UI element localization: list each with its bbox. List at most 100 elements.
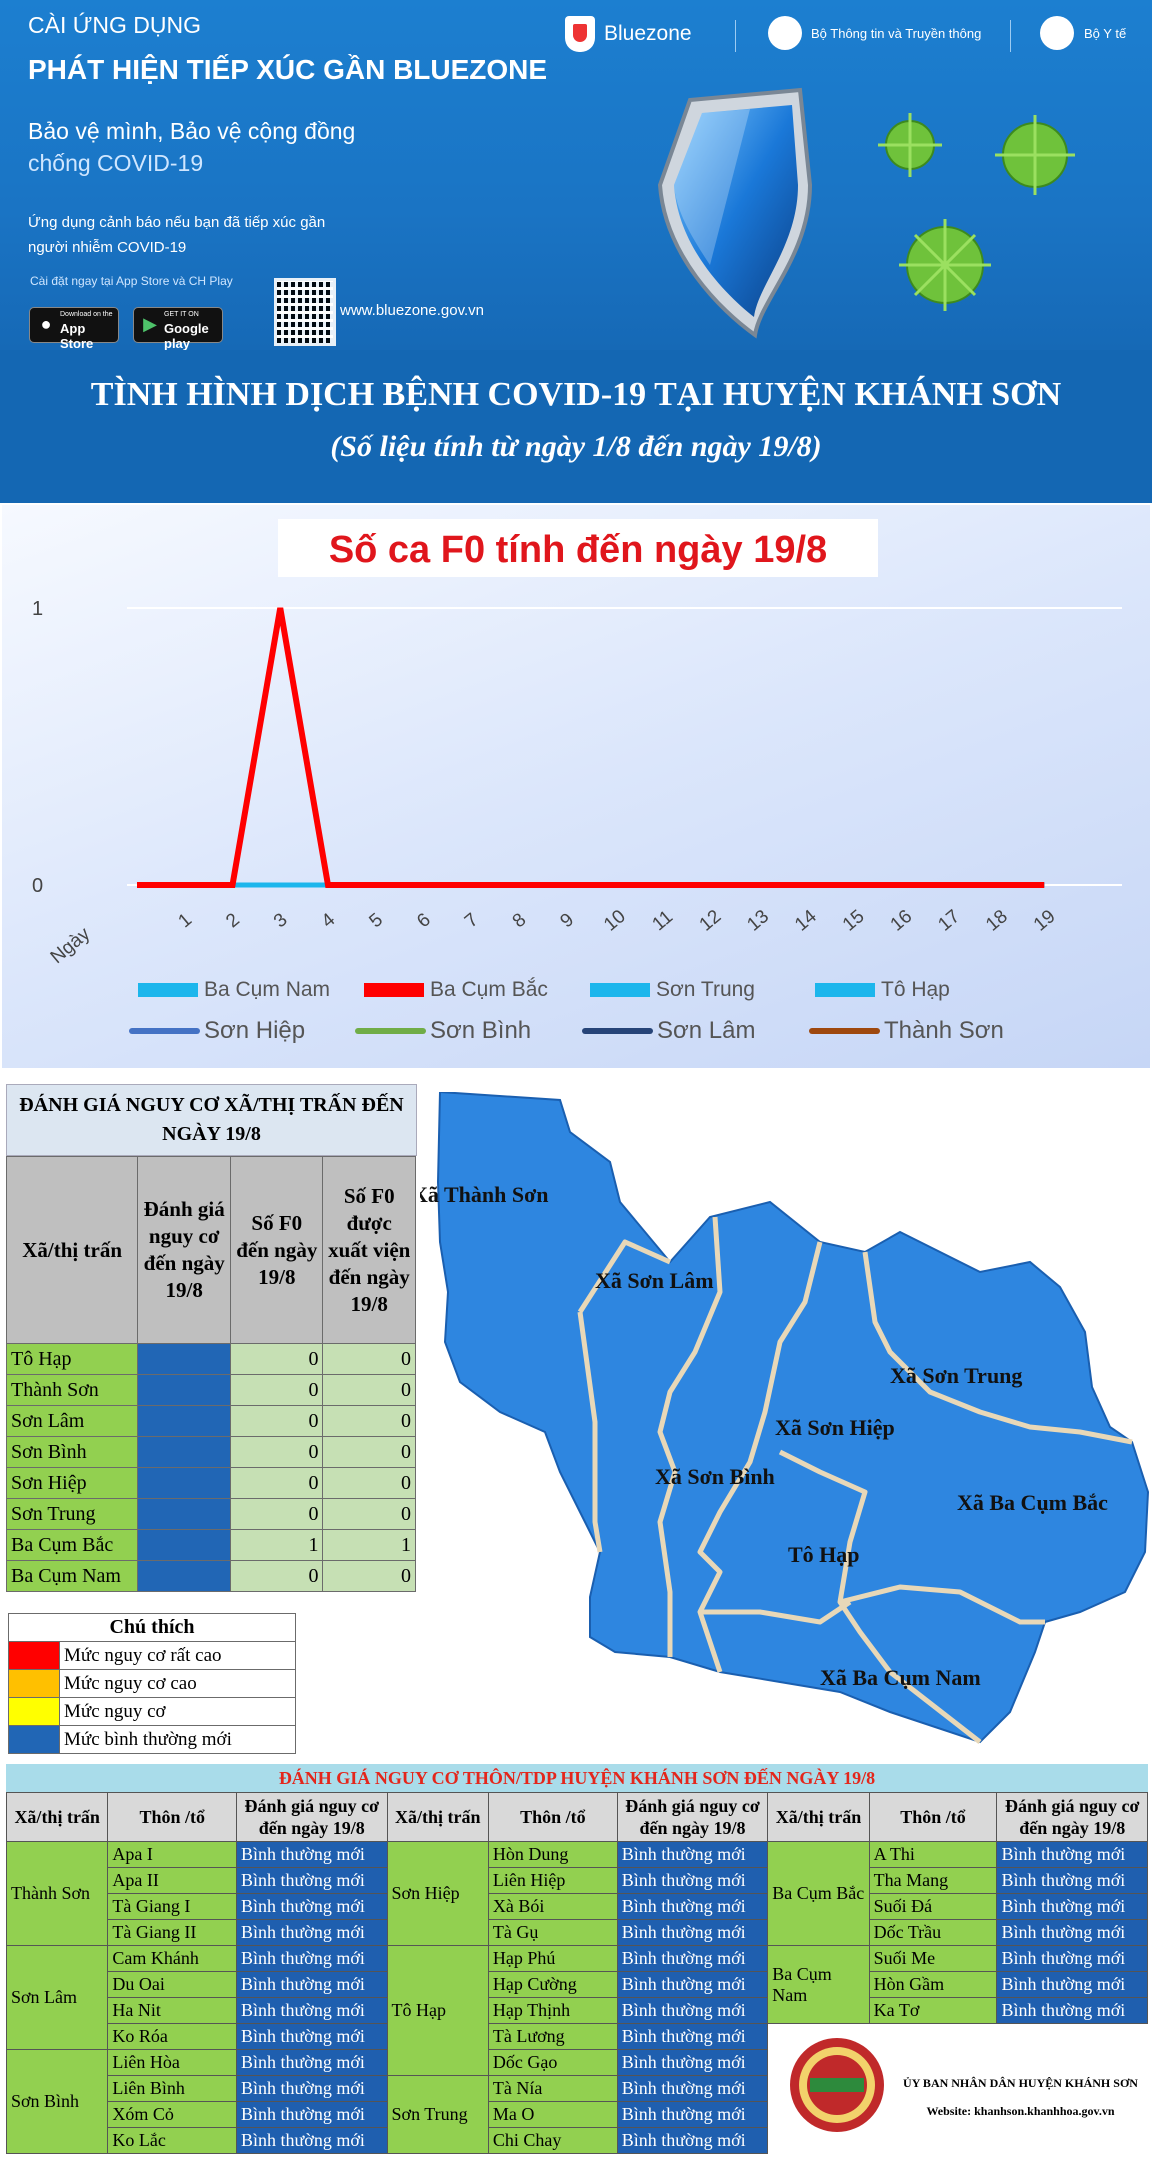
- legend-marker: [815, 983, 875, 997]
- risk-table-header-cell: Xã/thị trấn: [5, 1156, 139, 1344]
- x-tick-label: 10: [600, 906, 630, 936]
- risk-table-row: Tô Hạp 0 0: [5, 1343, 416, 1375]
- map-label-ba-cum-bac: Xã Ba Cụm Bắc: [957, 1490, 1108, 1515]
- village-commune-cell: Sơn Lâm: [5, 1945, 109, 2050]
- map-label-ba-cum-nam: Xã Ba Cụm Nam: [820, 1665, 981, 1690]
- x-tick-label: 7: [461, 909, 483, 932]
- village-commune-cell: Ba Cụm Nam: [767, 1945, 870, 2024]
- x-tick-label: 4: [318, 909, 340, 932]
- x-tick-label: 15: [839, 906, 869, 936]
- risk-commune-name: Tô Hạp: [5, 1343, 139, 1375]
- village-header-cell: Xã/thị trấn: [767, 1792, 870, 1842]
- village-row: Ha Nit Bình thường mới Hạp Thịnh Bình thườn…: [7, 1997, 1148, 2024]
- ministry-info-text: Bộ Thông tin và Truyền thông: [811, 26, 982, 41]
- village-status-cell: Bình thường mới: [996, 1919, 1148, 1946]
- risk-discharged-cell: 0: [322, 1374, 416, 1406]
- village-status-cell: Bình thường mới: [616, 2049, 769, 2076]
- x-tick-label: 9: [556, 909, 578, 932]
- legend-label: Mức bình thường mới: [59, 1725, 296, 1754]
- chart-title-box: [278, 519, 878, 577]
- risk-discharged-cell: 1: [322, 1529, 416, 1561]
- legend-swatch: [8, 1669, 60, 1698]
- district-map: Xã Thành Sơn Xã Sơn Lâm Xã Sơn Trung Xã …: [420, 1092, 1150, 1744]
- map-label-son-binh: Xã Sơn Bình: [655, 1464, 775, 1489]
- village-name-cell: Ko Róa: [107, 2023, 238, 2050]
- village-name-cell: Xà Bói: [487, 1893, 618, 1920]
- village-table-title: ĐÁNH GIÁ NGUY CƠ THÔN/TDP HUYỆN KHÁNH SƠ…: [6, 1764, 1148, 1792]
- village-status-cell: Bình thường mới: [236, 1945, 388, 1972]
- village-status-cell: Bình thường mới: [616, 1971, 769, 1998]
- risk-f0-cell: 1: [230, 1529, 324, 1561]
- x-tick-label: 13: [743, 906, 773, 936]
- legend-entry: Thành Sơn: [884, 1017, 1004, 1044]
- risk-level-cell: [137, 1467, 232, 1499]
- village-status-cell: Bình thường mới: [236, 1893, 388, 1920]
- x-tick-label: 11: [648, 906, 677, 935]
- map-label-son-lam: Xã Sơn Lâm: [595, 1268, 714, 1293]
- risk-f0-cell: 0: [230, 1498, 324, 1530]
- googleplay-badge[interactable]: ▶ GET IT ON Google play: [133, 307, 223, 350]
- village-status-cell: Bình thường mới: [996, 1997, 1148, 2024]
- footer-website[interactable]: Website: khanhson.khanhhoa.gov.vn: [926, 2104, 1115, 2118]
- chart-title: Số ca F0 tính đến ngày 19/8: [329, 529, 827, 571]
- series-line-1: [137, 607, 1045, 888]
- village-name-cell: Du Oai: [107, 1971, 238, 1998]
- legend-swatch: [8, 1725, 60, 1754]
- risk-commune-name: Ba Cụm Bắc: [5, 1529, 139, 1561]
- virus-spikes-icon: [878, 113, 1075, 311]
- risk-f0-cell: 0: [230, 1467, 324, 1499]
- banner-url[interactable]: www.bluezone.gov.vn: [340, 302, 484, 319]
- bluezone-logo-icon: [565, 16, 595, 52]
- village-commune-cell: Sơn Hiệp: [386, 1841, 489, 1946]
- legend-label: Mức nguy cơ: [59, 1697, 296, 1726]
- legend-item: Mức bình thường mới: [8, 1725, 296, 1754]
- village-name-cell: Liên Hiệp: [487, 1867, 618, 1894]
- banner-slogan2: chống COVID-19: [28, 150, 204, 176]
- banner-line1: CÀI ỨNG DỤNG: [28, 12, 201, 38]
- village-status-cell: Bình thường mới: [616, 2127, 769, 2154]
- village-status-cell: Bình thường mới: [996, 1867, 1148, 1894]
- village-name-cell: Tà Giang I: [107, 1893, 238, 1920]
- village-row: Ko Lắc Bình thường mới Chi Chay Bình thường…: [7, 2127, 1148, 2154]
- risk-commune-name: Sơn Lâm: [5, 1405, 139, 1437]
- village-status-cell: Bình thường mới: [236, 1919, 388, 1946]
- village-status-cell: Bình thường mới: [616, 2023, 769, 2050]
- village-status-cell: Bình thường mới: [996, 1971, 1148, 1998]
- risk-table-row: Sơn Hiệp 0 0: [5, 1467, 416, 1499]
- y-tick-label: 0: [32, 875, 43, 897]
- legend-item: Mức nguy cơ rất cao: [8, 1641, 296, 1670]
- legend-entry: Ba Cụm Bắc: [430, 978, 548, 1001]
- risk-table-header-cell: Số F0 đến ngày 19/8: [230, 1156, 324, 1344]
- village-header-cell: Xã/thị trấn: [386, 1792, 489, 1842]
- risk-discharged-cell: 0: [322, 1560, 416, 1592]
- x-tick-label: 3: [270, 909, 292, 932]
- risk-table-header-cell: Đánh giá nguy cơ đến ngày 19/8: [137, 1156, 232, 1344]
- village-status-cell: Bình thường mới: [616, 1919, 769, 1946]
- legend-entry: Sơn Lâm: [657, 1017, 755, 1044]
- x-axis-label: Ngày: [47, 923, 95, 968]
- legend-entry: Tô Hạp: [881, 978, 950, 1001]
- risk-level-cell: [137, 1498, 232, 1530]
- risk-commune-name: Sơn Hiệp: [5, 1467, 139, 1499]
- village-status-cell: Bình thường mới: [236, 1997, 388, 2024]
- village-header-row: Xã/thị trấn Thôn /tổ Đánh giá nguy cơ đến …: [5, 1792, 1148, 1842]
- risk-commune-name: Ba Cụm Nam: [5, 1560, 139, 1592]
- village-name-cell: Xóm Cỏ: [107, 2101, 238, 2128]
- village-status-cell: Bình thường mới: [236, 2023, 388, 2050]
- x-tick-label: 18: [982, 906, 1012, 936]
- appstore-badge[interactable]: ● Download on the App Store: [29, 307, 119, 350]
- village-row: Xóm Cỏ Bình thường mới Ma O Bình thường mới: [7, 2101, 1148, 2128]
- village-status-cell: Bình thường mới: [616, 1945, 769, 1972]
- ministry-health-text: Bộ Y tế: [1084, 26, 1127, 41]
- village-name-cell: Cam Khánh: [107, 1945, 238, 1972]
- legend-swatch: [8, 1641, 60, 1670]
- x-tick-label: 5: [365, 909, 387, 932]
- village-name-cell: Dốc Trầu: [868, 1919, 998, 1946]
- risk-table-row: Ba Cụm Nam 0 0: [5, 1560, 416, 1592]
- banner-line2: PHÁT HIỆN TIẾP XÚC GẦN BLUEZONE: [28, 54, 548, 85]
- legend-entry: Sơn Trung: [656, 978, 755, 1001]
- village-name-cell: Tà Giang II: [107, 1919, 238, 1946]
- legend-header-row: Chú thích: [8, 1613, 296, 1642]
- legend-marker: [590, 983, 650, 997]
- x-tick-label: 2: [222, 909, 244, 932]
